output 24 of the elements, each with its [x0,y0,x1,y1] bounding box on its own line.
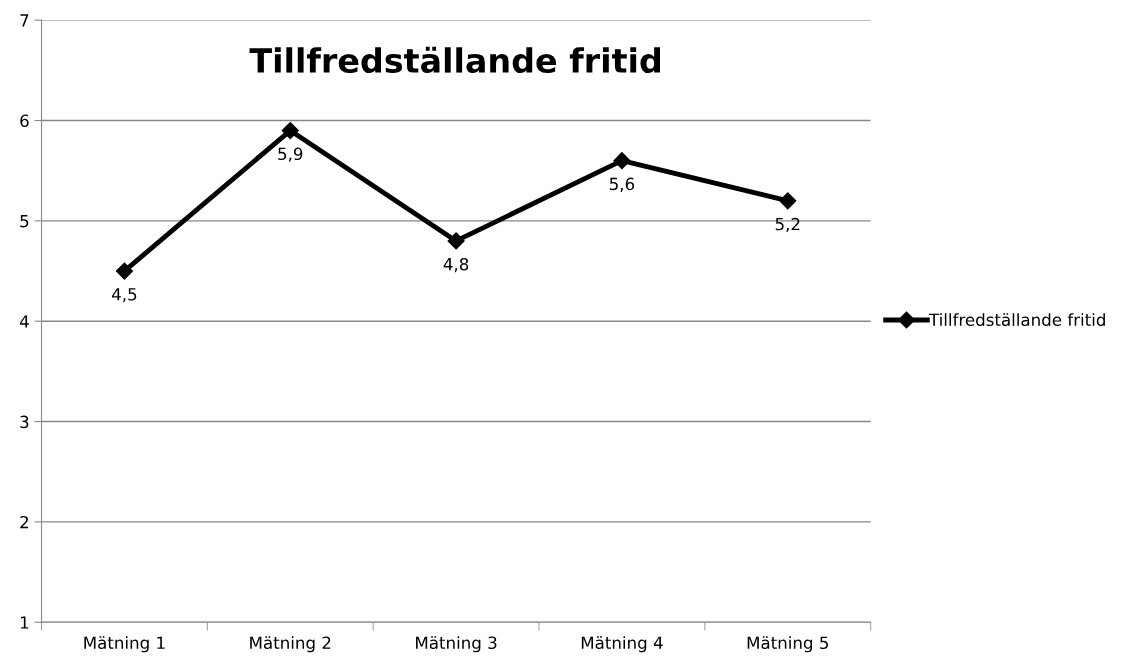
y-tick-label: 1 [20,616,29,629]
x-tick-label: Mätning 5 [747,636,828,653]
y-tick-label: 7 [20,14,29,27]
y-tick-label: 6 [20,114,29,128]
x-tick-label: Mätning 1 [84,636,165,653]
point [613,152,631,170]
y-tick-label: 4 [19,315,29,328]
point [115,262,133,280]
x-tick-label: Mätning 4 [581,636,663,653]
data-label: 5,2 [775,217,800,233]
y-tick-label: 2 [20,515,29,529]
text: Tillfredställande fritid [249,46,661,74]
y-tick-label: 5 [20,215,29,228]
point [281,121,299,140]
data-label: 4,5 [111,288,137,303]
x-tick-label: Mätning 3 [416,636,497,653]
x-tick-label: Mätning 2 [250,636,331,653]
data-label: 4,8 [443,257,469,273]
data-label: 5,9 [278,147,303,162]
y-tick-label: 3 [20,415,29,429]
legend-label: Tillfredställande fritid [928,313,1105,327]
point [447,232,465,250]
point [779,192,797,210]
data-label: 5,6 [609,177,635,192]
